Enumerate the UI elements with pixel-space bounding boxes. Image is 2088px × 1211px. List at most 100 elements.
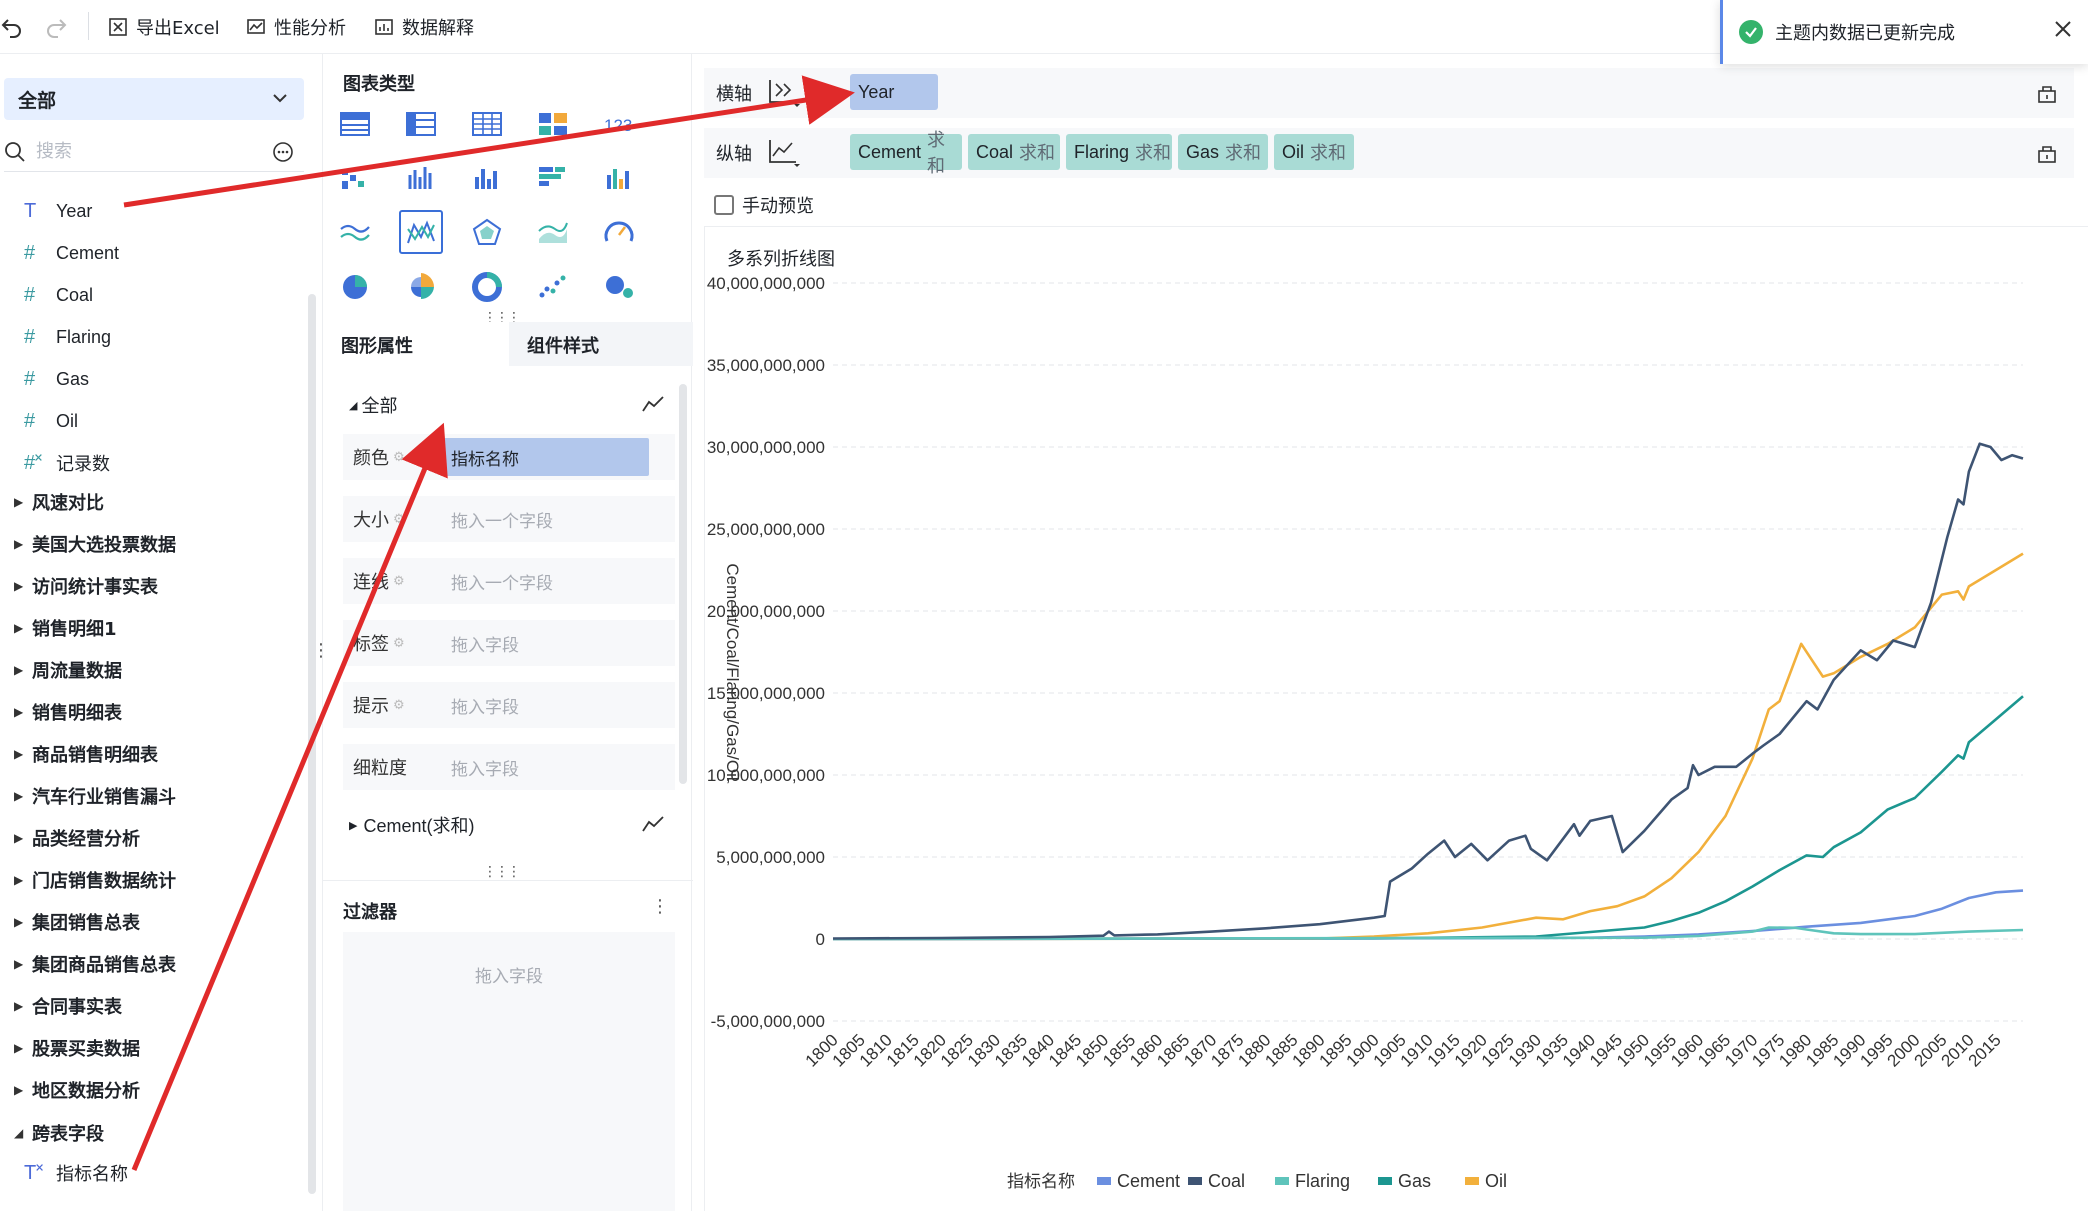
cross-table-group[interactable]: ◢ 跨表字段 bbox=[14, 1118, 104, 1148]
config-panel-scrollbar[interactable] bbox=[679, 384, 687, 784]
y-tick-label: 0 bbox=[816, 930, 825, 949]
scope-select[interactable]: 全部 bbox=[4, 78, 304, 120]
x-axis-label: 横轴 bbox=[716, 84, 752, 105]
chart-type-button[interactable] bbox=[597, 156, 641, 200]
table-group[interactable]: ▶ 风速对比 bbox=[14, 487, 104, 517]
gear-icon[interactable]: ⚙ bbox=[393, 697, 405, 713]
y-tick-label: 30,000,000,000 bbox=[707, 438, 825, 457]
gear-icon[interactable]: ⚙ bbox=[393, 635, 405, 651]
gear-icon[interactable]: ⚙ bbox=[393, 449, 405, 465]
chart-type-button[interactable] bbox=[333, 102, 377, 146]
y-axis-field-pill[interactable]: Gas 求和 bbox=[1178, 134, 1268, 170]
table-group[interactable]: ▶ 集团商品销售总表 bbox=[14, 949, 176, 979]
chart-type-button[interactable]: 123 bbox=[597, 102, 641, 146]
chart-type-button[interactable] bbox=[597, 264, 641, 308]
chart-type-button[interactable] bbox=[531, 156, 575, 200]
field-item[interactable]: T Year bbox=[24, 196, 92, 226]
manual-preview-label: 手动预览 bbox=[742, 196, 814, 217]
y-axis-field-pill[interactable]: Oil 求和 bbox=[1274, 134, 1354, 170]
table-group[interactable]: ▶ 股票买卖数据 bbox=[14, 1033, 140, 1063]
chart-type-button[interactable] bbox=[465, 102, 509, 146]
manual-preview-checkbox[interactable] bbox=[714, 195, 734, 215]
color-field-pill[interactable]: 指标名称 bbox=[443, 438, 649, 476]
performance-analysis-button[interactable]: 性能分析 bbox=[246, 10, 346, 44]
chart-type-button[interactable] bbox=[531, 210, 575, 254]
chart-type-button[interactable] bbox=[465, 264, 509, 308]
chart-type-button[interactable] bbox=[399, 210, 443, 254]
chart-type-button[interactable] bbox=[531, 102, 575, 146]
chart-type-button[interactable] bbox=[399, 102, 443, 146]
table-group[interactable]: ▶ 美国大选投票数据 bbox=[14, 529, 176, 559]
chart-type-button[interactable] bbox=[333, 210, 377, 254]
table-group[interactable]: ▶ 地区数据分析 bbox=[14, 1075, 140, 1105]
chart-type-button[interactable] bbox=[531, 264, 575, 308]
section-resize-handle[interactable]: ⋮⋮⋮ bbox=[483, 864, 521, 880]
property-drop-zone[interactable]: 拖入字段 bbox=[451, 635, 519, 656]
property-drop-zone[interactable]: 拖入字段 bbox=[451, 759, 519, 780]
table-group[interactable]: ▶ 合同事实表 bbox=[14, 991, 122, 1021]
y-tick-label: 40,000,000,000 bbox=[707, 274, 825, 293]
y-axis-field-pill[interactable]: Cement 求和 bbox=[850, 130, 962, 177]
export-excel-button[interactable]: 导出Excel bbox=[108, 10, 220, 44]
divider bbox=[323, 880, 693, 881]
table-group[interactable]: ▶ 门店销售数据统计 bbox=[14, 865, 176, 895]
y-axis-field-pill[interactable]: Coal 求和 bbox=[968, 134, 1060, 170]
chart-type-button[interactable] bbox=[333, 156, 377, 200]
x-axis-field-pill[interactable]: Year bbox=[850, 74, 938, 110]
field-item[interactable]: #˟ 记录数 bbox=[24, 448, 110, 478]
chart-type-button[interactable] bbox=[333, 264, 377, 308]
chart-type-button[interactable] bbox=[465, 210, 509, 254]
y-axis-field-name: Oil bbox=[1282, 141, 1304, 162]
redo-button[interactable] bbox=[44, 10, 76, 44]
series-section-header[interactable]: ▶ Cement(求和) bbox=[349, 812, 474, 838]
property-label: 连线 ⚙ bbox=[343, 568, 443, 594]
x-axis-switch-icon[interactable] bbox=[766, 76, 802, 110]
tab-graphic-props[interactable]: 图形属性 bbox=[323, 322, 508, 366]
table-group[interactable]: ▶ 汽车行业销售漏斗 bbox=[14, 781, 176, 811]
y-axis-switch-icon[interactable] bbox=[766, 136, 802, 170]
table-group-label: 合同事实表 bbox=[32, 997, 122, 1018]
filter-drop-zone[interactable]: 拖入字段 bbox=[343, 932, 675, 1211]
lock-icon[interactable] bbox=[2036, 142, 2058, 164]
table-group[interactable]: ▶ 销售明细表 bbox=[14, 697, 122, 727]
table-group[interactable]: ▶ 销售明细1 bbox=[14, 613, 117, 643]
chart-type-button[interactable] bbox=[465, 156, 509, 200]
undo-button[interactable] bbox=[0, 10, 32, 44]
filter-menu-icon[interactable]: ⋮ bbox=[651, 896, 669, 917]
table-group[interactable]: ▶ 周流量数据 bbox=[14, 655, 122, 685]
chart-type-button[interactable] bbox=[399, 264, 443, 308]
close-icon[interactable] bbox=[2052, 18, 2074, 40]
gear-icon[interactable]: ⚙ bbox=[393, 511, 405, 527]
data-explain-button[interactable]: 数据解释 bbox=[374, 10, 474, 44]
table-group[interactable]: ▶ 集团销售总表 bbox=[14, 907, 140, 937]
chart-type-button[interactable] bbox=[597, 210, 641, 254]
scatter-icon bbox=[539, 275, 566, 298]
field-item[interactable]: # Flaring bbox=[24, 322, 111, 352]
table-group-label: 品类经营分析 bbox=[32, 829, 140, 850]
chart-type-button[interactable] bbox=[399, 156, 443, 200]
manual-preview-toggle[interactable]: 手动预览 bbox=[714, 192, 814, 218]
property-drop-zone[interactable]: 拖入字段 bbox=[451, 697, 519, 718]
expand-triangle-icon: ▶ bbox=[14, 537, 24, 551]
y-axis-field-pill[interactable]: Flaring 求和 bbox=[1066, 134, 1172, 170]
property-drop-zone[interactable]: 拖入一个字段 bbox=[451, 511, 553, 532]
field-panel-scrollbar[interactable] bbox=[308, 294, 316, 1194]
field-item[interactable]: # Coal bbox=[24, 280, 93, 310]
success-check-icon bbox=[1739, 20, 1763, 44]
property-drop-zone[interactable]: 拖入一个字段 bbox=[451, 573, 553, 594]
lock-icon[interactable] bbox=[2036, 82, 2058, 104]
more-options-icon[interactable] bbox=[272, 141, 294, 163]
all-section-header[interactable]: ◢ 全部 bbox=[349, 392, 397, 418]
gear-icon[interactable]: ⚙ bbox=[393, 573, 405, 589]
chart-editor: 横轴 Year 纵轴 Cement 求和 Coal 求和 Flaring 求和 Gas 求和 O… bbox=[694, 54, 2088, 1211]
search-input[interactable] bbox=[36, 141, 256, 162]
cross-field-item[interactable]: T˟ 指标名称 bbox=[24, 1158, 128, 1188]
field-item[interactable]: # Oil bbox=[24, 406, 78, 436]
tab-component-style[interactable]: 组件样式 bbox=[509, 322, 693, 366]
table-group[interactable]: ▶ 商品销售明细表 bbox=[14, 739, 158, 769]
grouped-bar-icon bbox=[342, 169, 364, 189]
field-item[interactable]: # Cement bbox=[24, 238, 119, 268]
table-group[interactable]: ▶ 访问统计事实表 bbox=[14, 571, 158, 601]
field-item[interactable]: # Gas bbox=[24, 364, 89, 394]
table-group[interactable]: ▶ 品类经营分析 bbox=[14, 823, 140, 853]
